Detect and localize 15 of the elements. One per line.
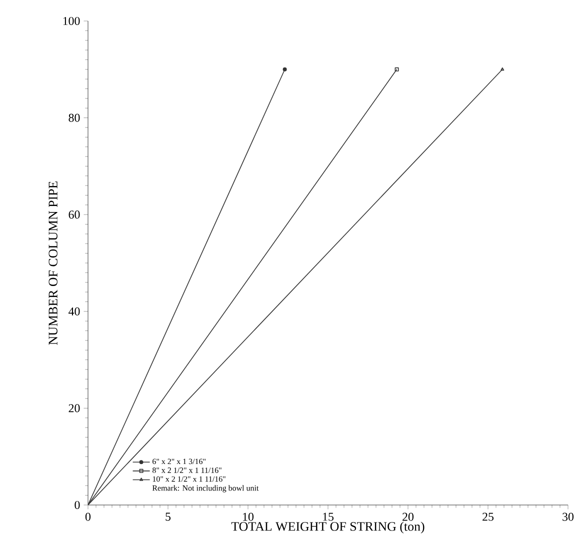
- y-tick-label: 20: [68, 404, 80, 412]
- x-tick-label: 15: [323, 512, 334, 521]
- y-tick-label: 80: [68, 114, 80, 122]
- x-tick-label: 5: [166, 512, 171, 521]
- y-tick-label: 60: [68, 210, 80, 219]
- x-tick-label: 25: [482, 512, 494, 521]
- y-axis-title: NUMBER OF COLUMN PIPE: [48, 181, 58, 345]
- x-tick-label: 0: [85, 512, 91, 521]
- y-tick-label: 0: [74, 500, 80, 510]
- x-tick-label: 20: [402, 512, 414, 521]
- x-tick-label: 10: [243, 512, 254, 521]
- y-tick-label: 40: [68, 307, 80, 316]
- x-axis-title: TOTAL WEIGHT OF STRING (ton): [231, 522, 424, 534]
- y-tick-label: 100: [63, 16, 80, 26]
- x-tick-label: 30: [562, 512, 574, 521]
